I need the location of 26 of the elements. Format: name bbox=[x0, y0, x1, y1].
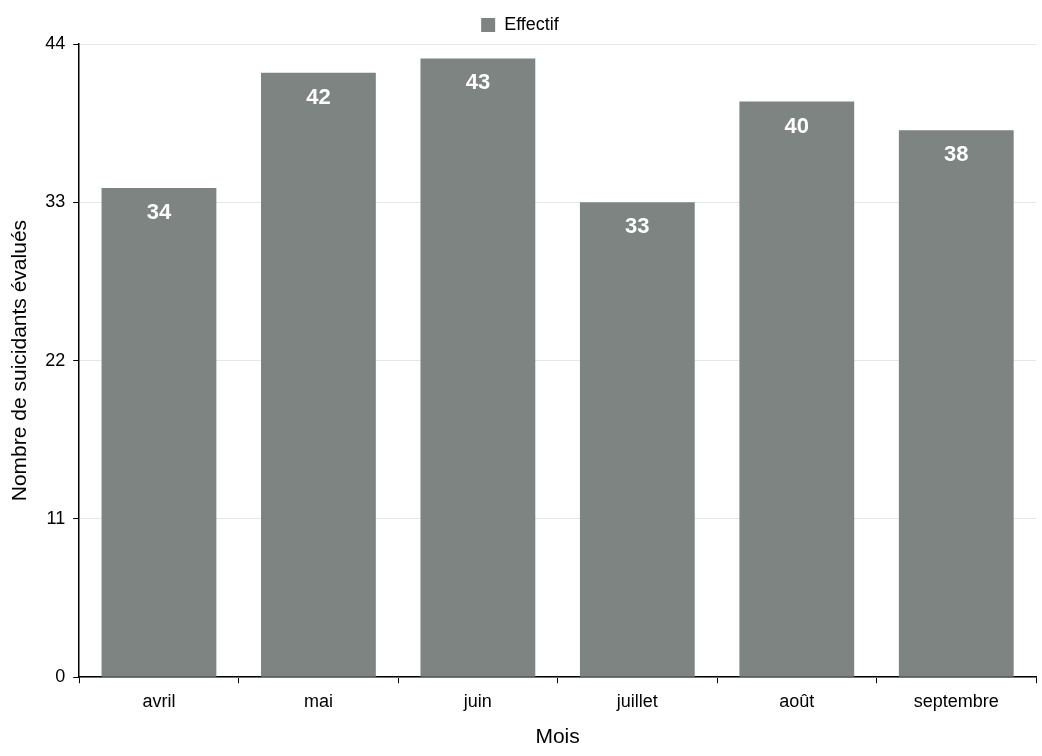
y-tick-label: 22 bbox=[45, 349, 66, 370]
y-axis-title: Nombre de suicidants évalués bbox=[7, 219, 31, 502]
x-tick-label: mai bbox=[303, 690, 333, 711]
data-label: 33 bbox=[625, 213, 650, 239]
bar bbox=[739, 101, 855, 677]
bar bbox=[420, 58, 536, 677]
y-tick-label: 11 bbox=[46, 507, 66, 528]
data-label: 43 bbox=[465, 69, 491, 95]
x-tick-label: juillet bbox=[615, 690, 658, 711]
data-label: 42 bbox=[306, 83, 331, 109]
bar bbox=[579, 202, 695, 677]
data-label: 40 bbox=[784, 112, 810, 138]
x-axis-title: Mois bbox=[535, 724, 580, 748]
bar bbox=[898, 130, 1014, 677]
y-tick-label: 0 bbox=[55, 666, 66, 687]
data-label: 34 bbox=[146, 198, 172, 224]
bar bbox=[261, 72, 376, 677]
x-tick-label: août bbox=[779, 690, 815, 711]
y-tick-label: 44 bbox=[45, 32, 66, 53]
bar bbox=[101, 187, 217, 677]
legend-label: Effectif bbox=[504, 13, 560, 34]
data-label: 38 bbox=[944, 141, 969, 167]
x-tick-label: avril bbox=[142, 690, 176, 711]
x-tick-label: septembre bbox=[913, 690, 999, 711]
x-tick-label: juin bbox=[462, 690, 492, 711]
y-tick-label: 33 bbox=[45, 191, 66, 212]
